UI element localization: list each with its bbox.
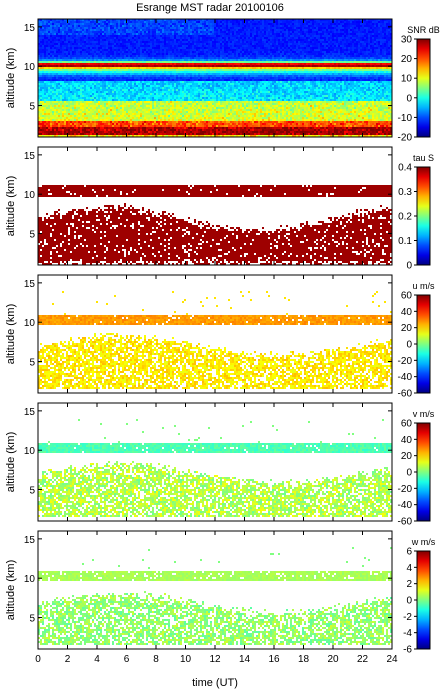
y-axis-label: altitude (km) — [5, 304, 17, 365]
colorbar-tick-label: 20 — [401, 54, 413, 65]
x-tick-label: 4 — [94, 654, 100, 665]
x-tick-label: 14 — [239, 654, 251, 665]
y-tick-label: 10 — [24, 446, 36, 457]
chart-title: Esrange MST radar 20100106 — [136, 2, 284, 14]
colorbar-tick-label: 20 — [401, 323, 413, 334]
x-tick-label: 24 — [386, 654, 398, 665]
x-tick-label: 16 — [268, 654, 280, 665]
y-tick-label: 15 — [24, 535, 36, 546]
colorbar-tick-label: 0 — [406, 340, 412, 351]
colorbar — [416, 166, 431, 266]
colorbar-tick-label: 0.1 — [398, 236, 412, 247]
x-axis-label: time (UT) — [192, 677, 238, 689]
x-tick-label: 20 — [327, 654, 339, 665]
colorbar-tick-label: 6 — [406, 547, 412, 558]
colorbar-tick-label: -20 — [398, 133, 413, 144]
colorbar-tick-label: 0 — [406, 261, 412, 272]
panel-2: 5 10 15 altitude (km) tau S0.4 0.3 0.2 0.1 0 — [5, 146, 434, 272]
x-tick-label: 2 — [65, 654, 71, 665]
colorbar-tick-label: 30 — [401, 35, 413, 46]
colorbar-tick-label: -4 — [403, 628, 412, 639]
colorbar-tick-label: -60 — [398, 389, 413, 400]
colorbar-tick-label: -6 — [403, 645, 412, 656]
colorbar-tick-label: -60 — [398, 517, 413, 528]
colorbar-tick-label: 4 — [406, 563, 412, 574]
x-tick-label: 6 — [124, 654, 130, 665]
colorbar — [416, 422, 431, 522]
colorbar-label: v m/s — [413, 409, 435, 419]
colorbar-tick-label: -10 — [398, 113, 413, 124]
x-tick-label: 10 — [180, 654, 192, 665]
y-axis-label: altitude (km) — [5, 560, 17, 621]
colorbar-tick-label: 0.3 — [398, 187, 412, 198]
heatmap-image — [38, 19, 392, 137]
heatmap-image — [38, 403, 392, 521]
y-tick-label: 10 — [24, 62, 36, 73]
colorbar-tick-label: 0 — [406, 468, 412, 479]
y-tick-label: 15 — [24, 151, 36, 162]
colorbar-tick-label: 40 — [401, 307, 413, 318]
colorbar-tick-label: 0 — [406, 93, 412, 104]
colorbar-tick-label: -40 — [398, 372, 413, 383]
y-tick-label: 15 — [24, 23, 36, 34]
panel-3: 5 10 15 altitude (km) u m/s60 40 20 0 -20 -40 -60 — [5, 274, 435, 400]
y-tick-label: 5 — [29, 230, 35, 241]
y-axis-label: altitude (km) — [5, 48, 17, 109]
colorbar-tick-label: 60 — [401, 291, 413, 302]
colorbar-tick-label: -40 — [398, 500, 413, 511]
colorbar-tick-label: -2 — [403, 612, 412, 623]
y-axis-label: altitude (km) — [5, 176, 17, 237]
y-tick-label: 15 — [24, 279, 36, 290]
x-tick-label: 12 — [209, 654, 221, 665]
colorbar-tick-label: -20 — [398, 356, 413, 367]
colorbar-tick-label: 0 — [406, 596, 412, 607]
y-tick-label: 5 — [29, 486, 35, 497]
x-tick-label: 18 — [298, 654, 310, 665]
y-tick-label: 10 — [24, 190, 36, 201]
heatmap-image — [38, 275, 392, 393]
colorbar-tick-label: 60 — [401, 419, 413, 430]
colorbar-tick-label: 2 — [406, 579, 412, 590]
colorbar-tick-label: 0.2 — [398, 212, 412, 223]
colorbar-label: w m/s — [411, 537, 436, 547]
panel-4: 5 10 15 altitude (km) v m/s60 40 20 0 -20 -40 -60 — [5, 402, 435, 528]
heatmap-image — [38, 147, 392, 265]
x-tick-label: 8 — [153, 654, 159, 665]
x-tick-label: 0 — [35, 654, 41, 665]
colorbar-label: SNR dB — [407, 25, 440, 35]
y-tick-label: 5 — [29, 614, 35, 625]
y-tick-label: 10 — [24, 318, 36, 329]
x-tick-label: 22 — [357, 654, 369, 665]
colorbar-label: tau S — [413, 153, 434, 163]
colorbar-tick-label: 10 — [401, 74, 413, 85]
colorbar — [416, 294, 431, 394]
y-tick-label: 15 — [24, 407, 36, 418]
y-axis-label: altitude (km) — [5, 432, 17, 493]
colorbar-tick-label: 40 — [401, 435, 413, 446]
colorbar — [416, 38, 431, 138]
colorbar-tick-label: 0.4 — [398, 163, 412, 174]
y-tick-label: 10 — [24, 574, 36, 585]
colorbar-tick-label: -20 — [398, 484, 413, 495]
colorbar-label: u m/s — [412, 281, 435, 291]
colorbar — [416, 550, 431, 650]
y-tick-label: 5 — [29, 102, 35, 113]
y-tick-label: 5 — [29, 358, 35, 369]
heatmap-image — [38, 531, 392, 649]
colorbar-tick-label: 20 — [401, 451, 413, 462]
